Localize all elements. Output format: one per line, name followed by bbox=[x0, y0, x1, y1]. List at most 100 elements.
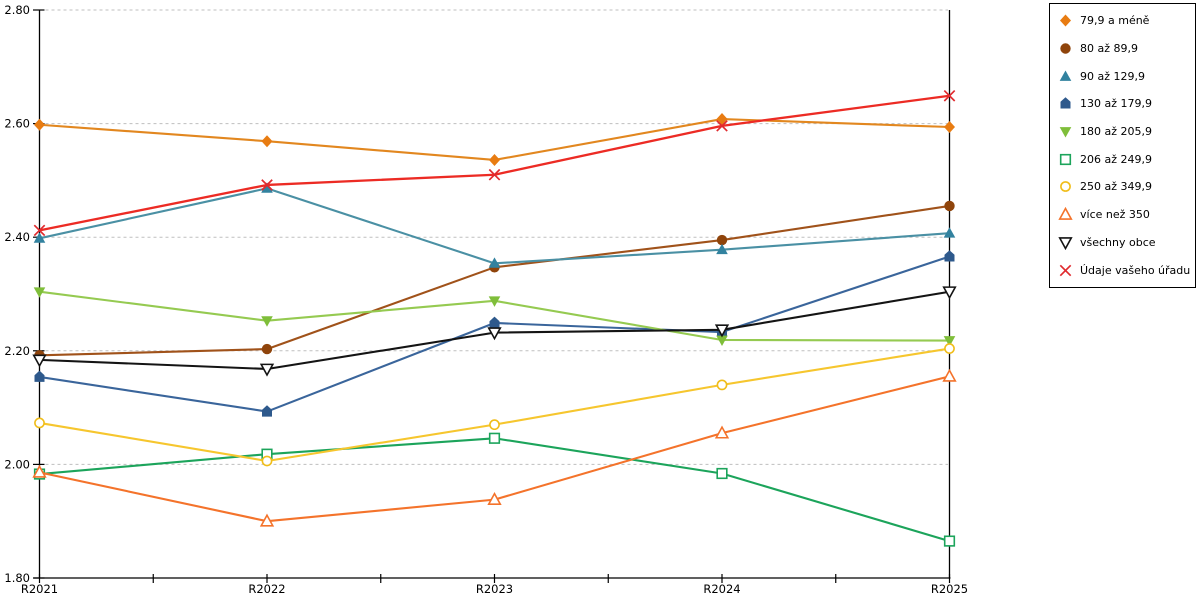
series-marker bbox=[944, 343, 955, 354]
legend-item: více než 350 bbox=[1058, 207, 1195, 222]
series-marker bbox=[34, 370, 45, 382]
series-marker bbox=[944, 250, 955, 262]
series-7 bbox=[32, 368, 957, 527]
legend-item: 130 až 179,9 bbox=[1058, 96, 1195, 111]
series-marker bbox=[944, 121, 955, 134]
series-marker bbox=[261, 455, 273, 467]
legend-label: 80 až 89,9 bbox=[1080, 42, 1138, 56]
legend-item: 80 až 89,9 bbox=[1058, 41, 1195, 56]
series-marker bbox=[943, 535, 956, 547]
series-marker bbox=[32, 464, 47, 478]
legend-item: všechny obce bbox=[1058, 235, 1195, 250]
legend-item: 206 až 249,9 bbox=[1058, 152, 1195, 167]
series-marker bbox=[1059, 264, 1072, 276]
legend-marker-circle-open-icon bbox=[1060, 181, 1071, 193]
legend-item: 250 až 349,9 bbox=[1058, 179, 1195, 194]
series-8 bbox=[32, 286, 957, 377]
legend: 79,9 a méně 80 až 89,9 90 až 129,9 130 až 1… bbox=[1049, 3, 1196, 288]
series-marker bbox=[943, 89, 956, 102]
legend-label: Údaje vašeho úřadu bbox=[1080, 263, 1191, 277]
series-marker bbox=[1058, 236, 1073, 250]
y-tick-label: 2.20 bbox=[4, 344, 30, 358]
legend-marker-x-icon bbox=[1059, 264, 1072, 276]
series-marker bbox=[1059, 127, 1072, 138]
x-tick-label: R2023 bbox=[476, 582, 513, 596]
series-marker bbox=[1059, 153, 1072, 165]
y-tick-label: 2.80 bbox=[4, 3, 30, 17]
series-marker bbox=[32, 354, 47, 368]
x-tick-label: R2022 bbox=[248, 582, 285, 596]
series-marker bbox=[1060, 43, 1071, 54]
y-tick-label: 1.80 bbox=[4, 571, 30, 585]
x-tick-label: R2025 bbox=[931, 582, 968, 596]
series-marker bbox=[1058, 207, 1073, 221]
series-marker bbox=[714, 324, 730, 338]
series-marker bbox=[33, 224, 46, 237]
legend-label: 206 až 249,9 bbox=[1080, 152, 1152, 166]
legend-item: 180 až 205,9 bbox=[1058, 124, 1195, 139]
series-marker bbox=[489, 316, 500, 328]
series-marker bbox=[716, 335, 728, 347]
series-marker bbox=[716, 234, 728, 246]
series-marker bbox=[33, 287, 46, 298]
series-2 bbox=[33, 182, 956, 268]
y-tick-label: 2.60 bbox=[4, 117, 30, 131]
series-marker bbox=[943, 336, 956, 347]
series-marker bbox=[714, 425, 730, 439]
series-marker bbox=[261, 316, 273, 327]
legend-marker-diamond-icon bbox=[1060, 14, 1071, 27]
series-marker bbox=[34, 417, 45, 429]
series-9 bbox=[33, 89, 956, 237]
series-marker bbox=[262, 405, 272, 417]
series-marker bbox=[716, 467, 728, 480]
series-marker bbox=[261, 179, 273, 191]
series-marker bbox=[716, 120, 728, 132]
series-marker bbox=[488, 257, 501, 268]
series-marker bbox=[33, 232, 46, 243]
series-marker bbox=[716, 243, 728, 255]
series-marker bbox=[489, 153, 500, 166]
legend-marker-triangle-open-icon bbox=[1058, 207, 1073, 221]
legend-label: více než 350 bbox=[1080, 208, 1150, 222]
series-line bbox=[39, 118, 950, 162]
legend-item: Údaje vašeho úřadu bbox=[1058, 263, 1195, 278]
series-marker bbox=[488, 168, 501, 181]
series-marker bbox=[944, 200, 955, 212]
series-marker bbox=[34, 118, 45, 131]
legend-marker-square-open-icon bbox=[1059, 153, 1072, 165]
legend-marker-triangle-down-icon bbox=[1059, 127, 1072, 138]
series-marker bbox=[1060, 97, 1071, 109]
legend-label: 90 až 129,9 bbox=[1080, 69, 1145, 83]
legend-label: 130 až 179,9 bbox=[1080, 97, 1152, 111]
series-marker bbox=[1060, 14, 1071, 27]
series-marker bbox=[488, 296, 501, 307]
legend-label: 180 až 205,9 bbox=[1080, 125, 1152, 139]
series-marker bbox=[487, 327, 502, 341]
series-marker bbox=[942, 368, 957, 382]
series-marker bbox=[261, 343, 273, 355]
series-marker bbox=[259, 513, 275, 527]
series-marker bbox=[1060, 181, 1071, 193]
legend-label: 250 až 349,9 bbox=[1080, 180, 1152, 194]
legend-marker-triangle-icon bbox=[1059, 70, 1072, 81]
series-4 bbox=[33, 287, 956, 347]
series-marker bbox=[259, 363, 275, 377]
series-marker bbox=[488, 432, 501, 444]
series-5 bbox=[33, 432, 956, 547]
series-marker bbox=[489, 419, 500, 431]
legend-marker-triangle-down-open-icon bbox=[1058, 236, 1073, 250]
y-tick-label: 2.40 bbox=[4, 230, 30, 244]
series-marker bbox=[943, 227, 956, 238]
legend-marker-pentagon-icon bbox=[1060, 97, 1071, 109]
series-marker bbox=[942, 286, 957, 300]
series-line bbox=[39, 437, 950, 543]
legend-item: 90 až 129,9 bbox=[1058, 69, 1195, 84]
series-marker bbox=[716, 379, 728, 391]
legend-item: 79,9 a méně bbox=[1058, 13, 1195, 28]
x-tick-label: R2021 bbox=[21, 582, 58, 596]
legend-marker-circle-icon bbox=[1060, 43, 1071, 54]
series-marker bbox=[261, 135, 273, 148]
y-tick-label: 2.00 bbox=[4, 457, 30, 471]
legend-label: všechny obce bbox=[1080, 235, 1156, 249]
